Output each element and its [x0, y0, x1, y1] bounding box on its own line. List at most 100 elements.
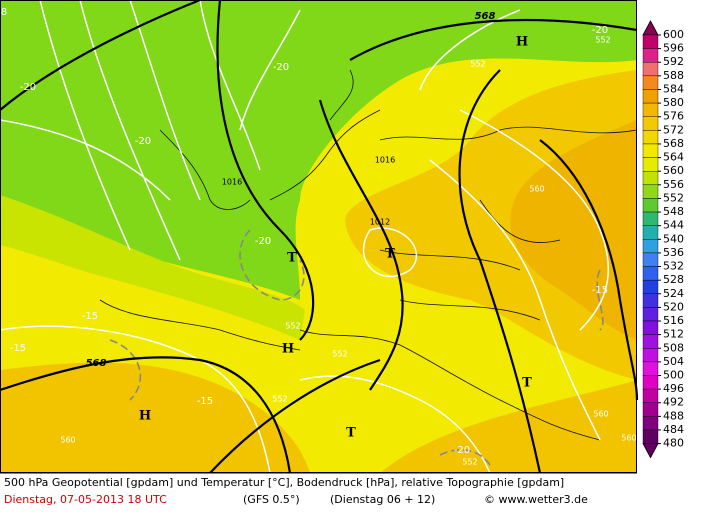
- map-label: 552: [595, 36, 610, 45]
- map-label: 552: [285, 322, 300, 331]
- colorbar-segment: [642, 143, 659, 158]
- colorbar-label: 520: [663, 300, 684, 313]
- map-label: 560: [621, 434, 636, 443]
- colorbar-segment: [642, 361, 659, 376]
- isotherms: [0, 0, 609, 474]
- orange-southeast-region: [380, 380, 637, 473]
- map-label: 560: [60, 436, 75, 445]
- colorbar-segment: [642, 157, 659, 172]
- colorbar-segment: [642, 116, 659, 131]
- map-label: 568: [475, 11, 496, 22]
- map-label: 552: [470, 60, 485, 69]
- dashed-isotherms: [109, 229, 604, 466]
- map-label: 560: [593, 410, 608, 419]
- colorbar-segment: [642, 320, 659, 335]
- map-label: -20: [592, 25, 608, 36]
- colorbar-segment: [642, 416, 659, 431]
- colorbar-label: 516: [663, 314, 684, 327]
- map-label: T: [522, 376, 532, 391]
- colorbar-segment: [642, 225, 659, 240]
- map-labels: 568-20552H552-20-20-20101656010161012-20…: [1, 7, 637, 467]
- colorbar-segment: [642, 184, 659, 199]
- colorbar-segment: [642, 48, 659, 63]
- colorbar-segment: [642, 62, 659, 77]
- map-label: T: [346, 426, 356, 441]
- colorbar-segment: [642, 307, 659, 322]
- caption-date: Dienstag, 07-05-2013 18 UTC: [4, 493, 167, 506]
- map-label: 1012: [370, 218, 390, 227]
- colorbar-segment: [642, 252, 659, 267]
- map-label: -20: [135, 136, 151, 147]
- map-label: H: [139, 409, 151, 424]
- caption-line1: 500 hPa Geopotential [gpdam] und Tempera…: [4, 476, 564, 489]
- yellowgreen-band: [0, 195, 305, 340]
- map-label: 552: [332, 350, 347, 359]
- colorbar-label: 584: [663, 82, 684, 95]
- colorbar-segment: [642, 170, 659, 186]
- map-label: 552: [462, 458, 477, 467]
- dark-orange-region: [510, 120, 637, 340]
- map-label: 1016: [375, 156, 395, 165]
- colorbar-label: 544: [663, 219, 684, 232]
- map-label: -15: [82, 311, 98, 322]
- colorbar-label: 568: [663, 137, 684, 150]
- map-label: T: [385, 247, 395, 262]
- map-label: -15: [10, 343, 26, 354]
- map-label: 1016: [222, 178, 242, 187]
- colorbar-label: 588: [663, 69, 684, 82]
- colorbar: 6005965925885845805765725685645605565525…: [642, 20, 684, 459]
- map-label: T: [287, 251, 297, 266]
- caption-credit: © www.wetter3.de: [484, 493, 588, 506]
- colorbar-label: 504: [663, 355, 684, 368]
- colorbar-segment: [642, 293, 659, 308]
- colorbar-segment: [642, 211, 659, 226]
- colorbar-label: 492: [663, 396, 684, 409]
- colorbar-label: 600: [663, 28, 684, 41]
- map-label: -15: [197, 396, 213, 407]
- map-label: 552: [272, 395, 287, 404]
- caption-run: (Dienstag 06 + 12): [330, 493, 435, 506]
- colorbar-segment: [642, 266, 659, 281]
- colorbar-segment: [642, 279, 659, 294]
- colorbar-segment: [642, 89, 659, 104]
- colorbar-label: 500: [663, 369, 684, 382]
- colorbar-segment: [642, 334, 659, 349]
- colorbar-segment: [642, 375, 659, 390]
- colorbar-segment: [642, 102, 659, 117]
- colorbar-segment: [642, 402, 659, 417]
- colorbar-label: 576: [663, 110, 684, 123]
- colorbar-label: 488: [663, 409, 684, 422]
- colorbar-segment: [642, 34, 659, 49]
- green-region: [0, 0, 637, 300]
- colorbar-label: 596: [663, 42, 684, 55]
- colorbar-label: 480: [663, 437, 684, 450]
- map-label: 560: [529, 185, 544, 194]
- colorbar-label: 528: [663, 273, 684, 286]
- coastlines: [99, 69, 638, 441]
- colorbar-label: 552: [663, 191, 684, 204]
- colorbar-label: 532: [663, 260, 684, 273]
- colorbar-label: 524: [663, 287, 684, 300]
- colorbar-segment: [642, 388, 659, 403]
- colorbar-label: 564: [663, 151, 684, 164]
- colorbar-label: 560: [663, 164, 684, 177]
- colorbar-segment: [642, 348, 659, 363]
- colorbar-label: 540: [663, 232, 684, 245]
- colorbar-label: 548: [663, 205, 684, 218]
- colorbar-segment: [642, 198, 659, 213]
- colorbar-label: 572: [663, 123, 684, 136]
- colorbar-label: 592: [663, 55, 684, 68]
- colorbar-label: 536: [663, 246, 684, 259]
- colorbar-segment: [642, 130, 659, 145]
- orange-south-region: [0, 362, 310, 473]
- map: 568-20552H552-20-20-20101656010161012-20…: [0, 0, 639, 474]
- map-label: 8: [1, 7, 7, 18]
- colorbar-label: 484: [663, 423, 684, 436]
- map-label: 568: [86, 358, 107, 369]
- colorbar-bottom-arrow: [642, 443, 659, 459]
- colorbar-label: 580: [663, 96, 684, 109]
- colorbar-label: 512: [663, 328, 684, 341]
- orange-region: [345, 70, 637, 380]
- colorbar-label: 496: [663, 382, 684, 395]
